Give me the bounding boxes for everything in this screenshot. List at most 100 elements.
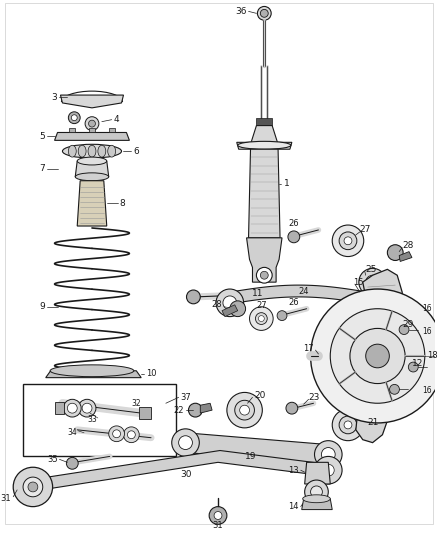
Circle shape: [387, 245, 403, 261]
Circle shape: [127, 431, 135, 439]
Circle shape: [258, 6, 271, 20]
Circle shape: [305, 480, 328, 504]
Ellipse shape: [88, 146, 96, 157]
Circle shape: [109, 426, 124, 442]
Circle shape: [311, 486, 322, 498]
Circle shape: [187, 290, 200, 304]
Polygon shape: [356, 269, 405, 442]
Circle shape: [88, 120, 95, 127]
Text: 26: 26: [289, 298, 299, 307]
Polygon shape: [247, 238, 282, 282]
Circle shape: [85, 117, 99, 131]
Circle shape: [260, 10, 268, 17]
Polygon shape: [109, 127, 115, 133]
Circle shape: [344, 421, 352, 429]
Circle shape: [255, 313, 267, 325]
Text: 1: 1: [284, 179, 290, 188]
Text: 14: 14: [288, 502, 299, 511]
Circle shape: [235, 400, 254, 420]
Text: 15: 15: [353, 278, 364, 287]
Circle shape: [209, 507, 227, 524]
Circle shape: [214, 512, 222, 520]
Text: 3: 3: [52, 93, 57, 101]
Circle shape: [332, 409, 364, 441]
Text: 28: 28: [402, 241, 413, 250]
Circle shape: [382, 319, 398, 334]
Polygon shape: [237, 142, 292, 149]
Polygon shape: [23, 384, 176, 456]
Polygon shape: [60, 95, 124, 108]
Circle shape: [359, 268, 386, 296]
Polygon shape: [69, 127, 75, 133]
Circle shape: [230, 301, 246, 317]
Text: 21: 21: [367, 418, 379, 427]
Ellipse shape: [98, 146, 106, 157]
Polygon shape: [55, 402, 64, 414]
Circle shape: [23, 477, 43, 497]
Polygon shape: [75, 161, 109, 177]
Polygon shape: [55, 133, 129, 140]
Circle shape: [366, 275, 379, 289]
Text: 35: 35: [47, 455, 57, 464]
Polygon shape: [186, 433, 333, 464]
Circle shape: [366, 344, 389, 368]
Circle shape: [332, 225, 364, 256]
Circle shape: [172, 429, 199, 456]
Ellipse shape: [75, 173, 109, 181]
Ellipse shape: [50, 365, 134, 377]
Text: 16: 16: [422, 327, 431, 336]
Polygon shape: [256, 118, 272, 126]
Text: 30: 30: [180, 470, 192, 479]
Circle shape: [113, 430, 120, 438]
Circle shape: [286, 402, 298, 414]
Circle shape: [82, 403, 92, 413]
Circle shape: [339, 416, 357, 434]
Text: 29: 29: [402, 320, 413, 329]
Text: 17: 17: [303, 344, 314, 353]
Circle shape: [78, 399, 96, 417]
Text: 23: 23: [309, 393, 320, 402]
Circle shape: [188, 403, 202, 417]
Circle shape: [260, 271, 268, 279]
Circle shape: [13, 467, 53, 507]
Circle shape: [311, 289, 438, 423]
Ellipse shape: [78, 146, 86, 157]
Circle shape: [179, 436, 192, 449]
Text: 36: 36: [235, 7, 247, 16]
Text: 25: 25: [366, 265, 377, 274]
Circle shape: [64, 399, 81, 417]
Text: 27: 27: [360, 225, 371, 235]
Text: 28: 28: [211, 300, 222, 309]
Circle shape: [350, 328, 405, 384]
Ellipse shape: [303, 495, 330, 503]
Circle shape: [314, 456, 342, 484]
Text: 26: 26: [289, 219, 299, 228]
Circle shape: [330, 309, 425, 403]
Text: 13: 13: [288, 466, 299, 475]
Circle shape: [314, 441, 342, 468]
Ellipse shape: [108, 146, 116, 157]
Text: 37: 37: [180, 393, 191, 402]
Circle shape: [386, 322, 394, 330]
Circle shape: [67, 457, 78, 469]
Ellipse shape: [68, 146, 76, 157]
Polygon shape: [302, 499, 332, 510]
Polygon shape: [222, 305, 238, 317]
Circle shape: [124, 427, 139, 442]
Polygon shape: [23, 450, 328, 497]
Circle shape: [258, 316, 264, 321]
Polygon shape: [46, 371, 141, 378]
Circle shape: [223, 296, 237, 310]
Ellipse shape: [77, 157, 107, 165]
Circle shape: [250, 307, 273, 330]
Circle shape: [216, 289, 244, 317]
Text: 33: 33: [87, 416, 97, 424]
Text: 22: 22: [173, 406, 184, 415]
Text: 34: 34: [67, 429, 77, 437]
Circle shape: [344, 237, 352, 245]
Text: 27: 27: [256, 301, 267, 310]
Ellipse shape: [238, 141, 291, 149]
Text: 20: 20: [254, 391, 266, 400]
Text: 31: 31: [213, 521, 223, 530]
Circle shape: [399, 325, 409, 335]
